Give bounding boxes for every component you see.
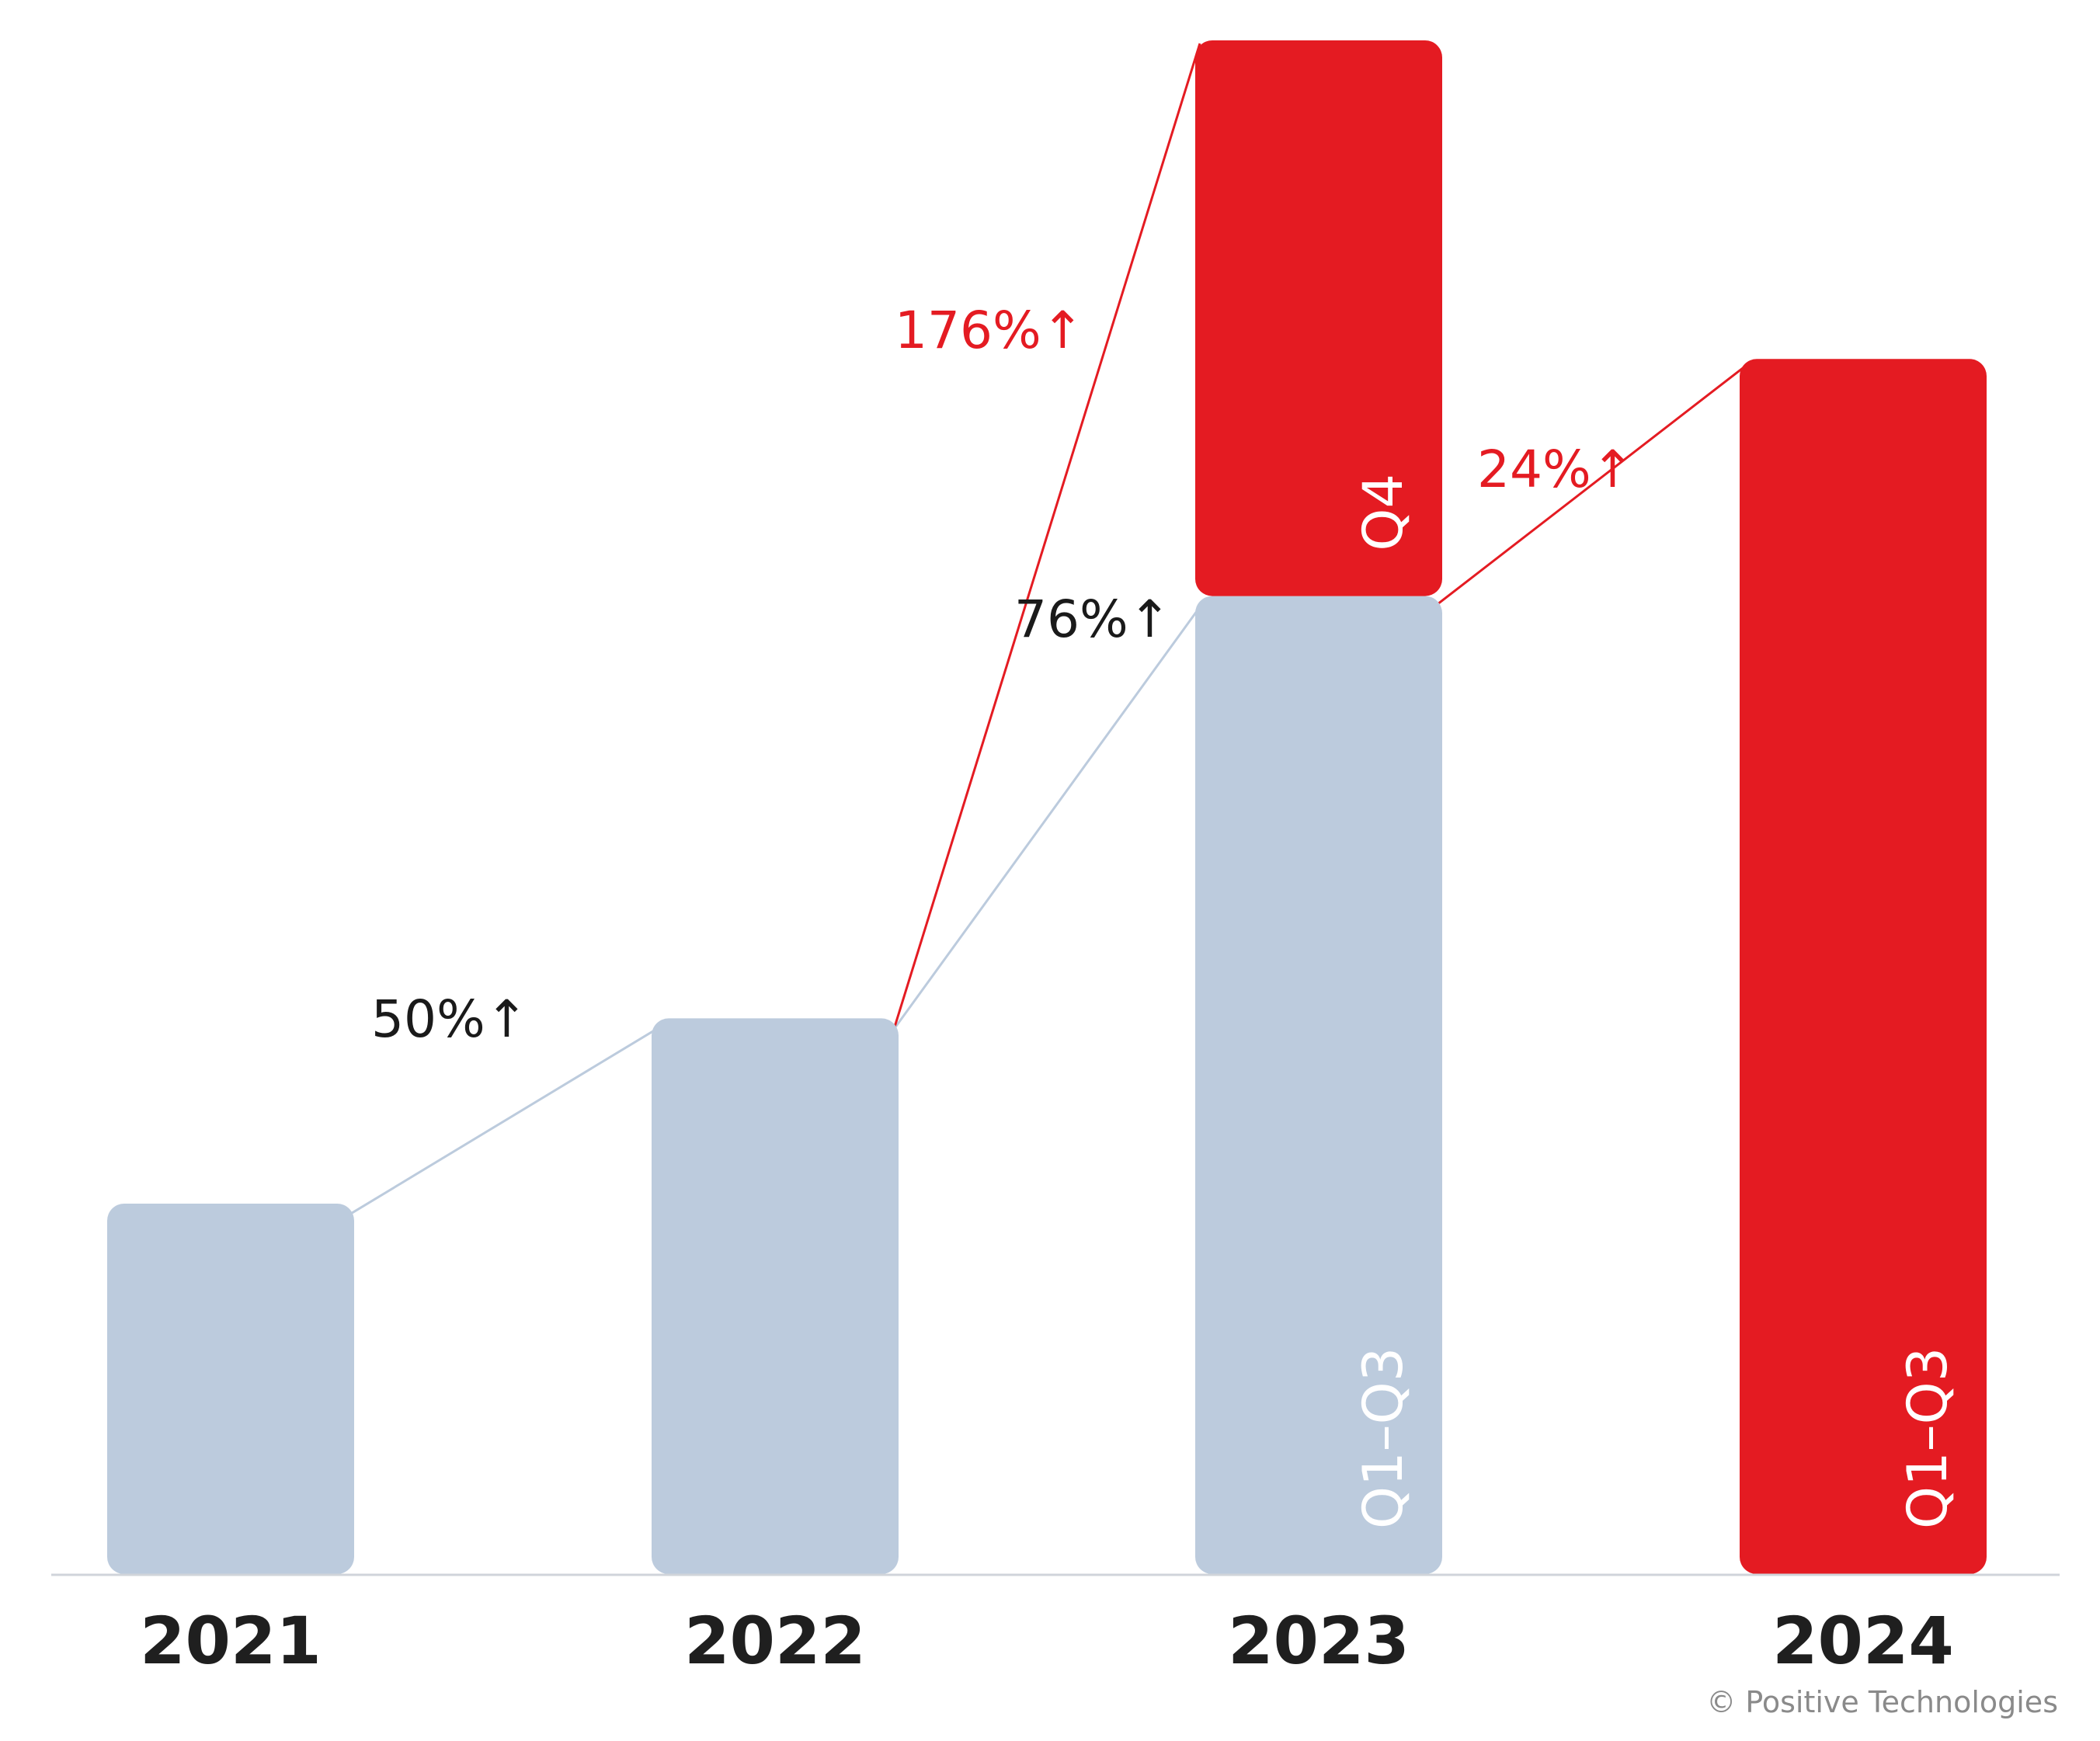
x-tick-label-2024: 2024 [1772,1603,1954,1679]
x-tick-label-2022: 2022 [684,1603,866,1679]
growth-label-2022-2023-2: 176%↑ [895,301,1084,360]
growth-connector-2021-2022-0 [349,1028,657,1216]
growth-labels: 50%↑ 76%↑ 176%↑ 24%↑ [371,301,1634,1049]
bar-2022-series-0 [652,1018,899,1574]
bar-2023-series-1 [1195,40,1442,596]
growth-label-2021-2022-0: 50%↑ [371,989,528,1049]
bars: Q1–Q3 Q4 Q1–Q3 [107,40,1987,1575]
growth-connector-2022-2023-2 [892,43,1201,1030]
x-axis-labels: 2021 2022 2023 2024 [140,1603,1954,1679]
bar-2023-series-0 [1195,596,1442,1574]
bar-2024-series-2 [1740,359,1987,1575]
segment-label-2023-1: Q4 [1351,474,1415,551]
x-tick-label-2023: 2023 [1228,1603,1410,1679]
x-tick-label-2021: 2021 [140,1603,322,1679]
segment-label-2023-0: Q1–Q3 [1351,1347,1415,1529]
segment-label-2024-2: Q1–Q3 [1896,1347,1959,1529]
copyright-text: © Positive Technologies [1706,1685,2058,1719]
growth-connector-2022-2023-1 [892,606,1201,1030]
growth-label-2023-2024-3: 24%↑ [1477,440,1634,499]
growth-label-2022-2023-1: 76%↑ [1014,589,1171,649]
growth-connector-2023-2024-3 [1435,361,1751,606]
bar-2021-series-0 [107,1203,354,1574]
growth-connectors [349,43,1751,1216]
